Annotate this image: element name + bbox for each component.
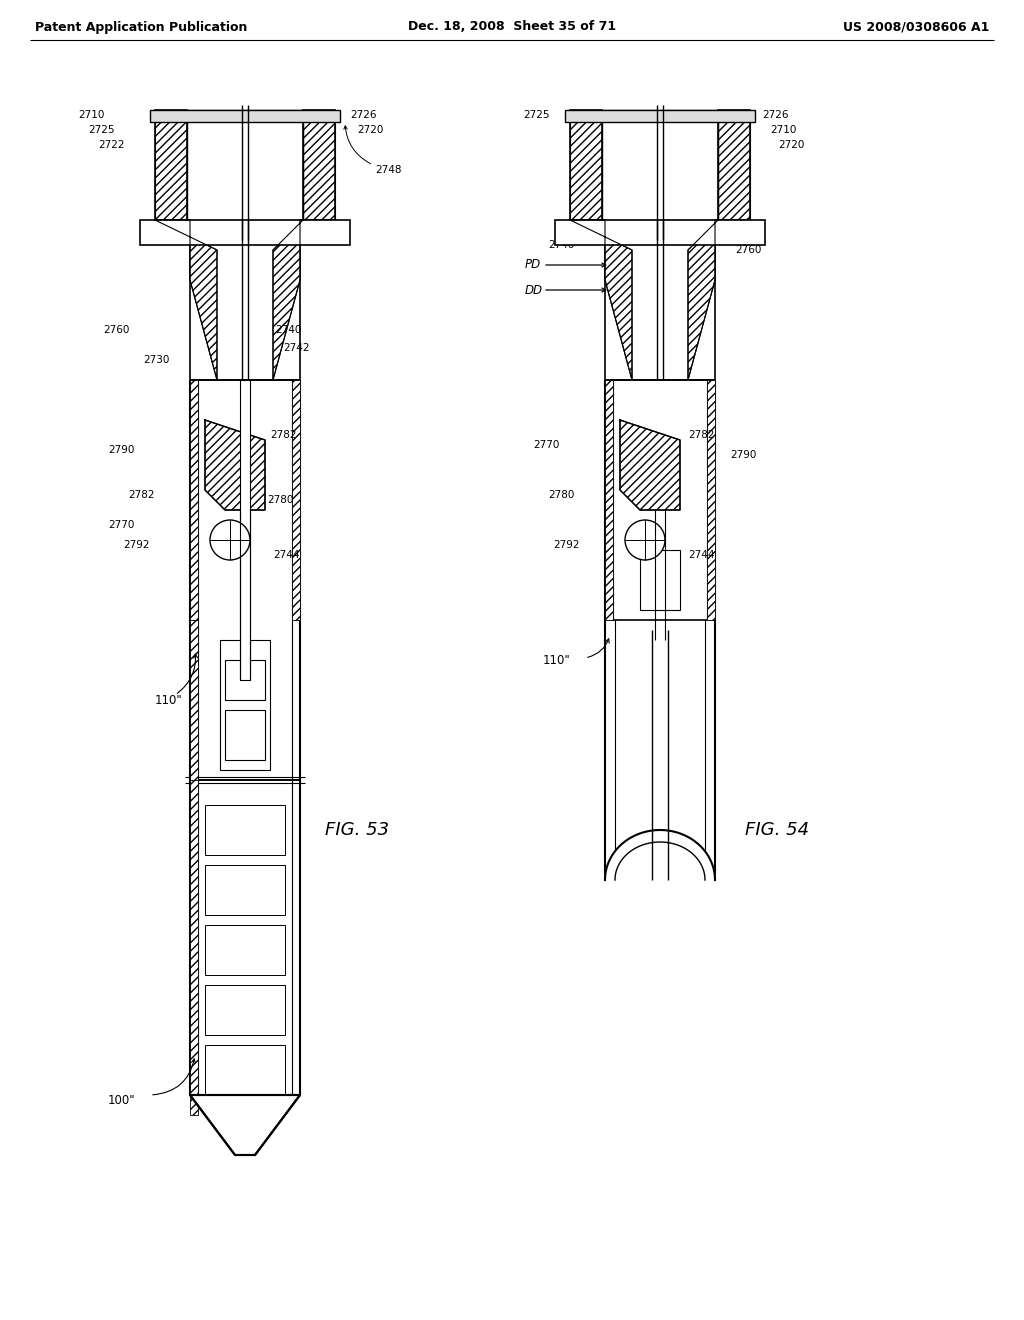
Text: 2792: 2792 <box>124 540 150 550</box>
Text: 100": 100" <box>108 1093 135 1106</box>
Bar <box>225 660 265 700</box>
Polygon shape <box>273 220 303 380</box>
Text: 2744: 2744 <box>273 550 299 560</box>
Text: 2780: 2780 <box>549 490 575 500</box>
Bar <box>205 865 285 915</box>
Bar <box>155 110 187 220</box>
Bar <box>602 110 718 220</box>
Bar <box>303 110 335 220</box>
Text: DD: DD <box>525 284 543 297</box>
Bar <box>190 620 198 780</box>
Bar <box>718 110 750 220</box>
Text: 2725: 2725 <box>88 125 115 135</box>
Bar <box>190 780 198 1115</box>
Text: 2770: 2770 <box>534 440 560 450</box>
Text: 2782: 2782 <box>270 430 297 440</box>
Bar <box>190 380 198 620</box>
Bar <box>205 985 285 1035</box>
Bar <box>187 110 303 220</box>
Text: PD: PD <box>525 259 541 272</box>
Text: 2710: 2710 <box>79 110 105 120</box>
Text: 110": 110" <box>543 653 570 667</box>
Circle shape <box>625 520 665 560</box>
Text: FIG. 54: FIG. 54 <box>745 821 809 840</box>
Text: 2760: 2760 <box>103 325 130 335</box>
Text: 2748: 2748 <box>375 165 401 176</box>
Text: 2726: 2726 <box>350 110 377 120</box>
Polygon shape <box>688 220 718 380</box>
Text: 2790: 2790 <box>109 445 135 455</box>
Text: 110": 110" <box>155 693 182 706</box>
Text: Patent Application Publication: Patent Application Publication <box>35 21 248 33</box>
Text: 2790: 2790 <box>730 450 757 459</box>
Text: Dec. 18, 2008  Sheet 35 of 71: Dec. 18, 2008 Sheet 35 of 71 <box>408 21 616 33</box>
Bar <box>220 640 270 770</box>
Bar <box>140 220 350 246</box>
Bar <box>640 550 680 610</box>
Text: 2740: 2740 <box>549 240 575 249</box>
Text: 2782: 2782 <box>128 490 155 500</box>
Text: 2760: 2760 <box>735 246 762 255</box>
Bar <box>570 110 602 220</box>
Text: 2710: 2710 <box>770 125 797 135</box>
Text: 2720: 2720 <box>357 125 383 135</box>
Bar <box>150 110 340 121</box>
Bar <box>605 380 613 620</box>
Polygon shape <box>605 830 715 880</box>
Polygon shape <box>620 420 680 510</box>
Text: 2726: 2726 <box>762 110 788 120</box>
Bar <box>605 220 715 380</box>
Text: 2742: 2742 <box>730 224 757 235</box>
Text: 2770: 2770 <box>109 520 135 531</box>
Text: 2722: 2722 <box>98 140 125 150</box>
Bar <box>303 110 335 220</box>
Bar <box>205 1045 285 1096</box>
Bar <box>570 110 602 220</box>
Bar <box>718 110 750 220</box>
Polygon shape <box>570 220 632 380</box>
Text: US 2008/0308606 A1: US 2008/0308606 A1 <box>843 21 989 33</box>
Text: 2780: 2780 <box>267 495 293 506</box>
Bar <box>240 380 250 680</box>
Bar <box>292 380 300 620</box>
Bar <box>190 220 300 380</box>
Bar <box>555 220 765 246</box>
Circle shape <box>210 520 250 560</box>
Bar <box>707 380 715 620</box>
Bar <box>225 710 265 760</box>
Bar <box>205 805 285 855</box>
Text: 2730: 2730 <box>143 355 170 366</box>
Polygon shape <box>190 1096 300 1155</box>
Text: 2792: 2792 <box>554 540 580 550</box>
Text: FIG. 53: FIG. 53 <box>325 821 389 840</box>
Text: 2740: 2740 <box>275 325 301 335</box>
Text: 2725: 2725 <box>523 110 550 120</box>
Polygon shape <box>155 220 217 380</box>
Text: 2720: 2720 <box>778 140 805 150</box>
Text: 2782: 2782 <box>688 430 715 440</box>
Text: 2744: 2744 <box>688 550 715 560</box>
Bar <box>205 925 285 975</box>
Polygon shape <box>205 420 265 510</box>
Bar <box>565 110 755 121</box>
Text: 2742: 2742 <box>283 343 309 352</box>
Bar <box>155 110 187 220</box>
